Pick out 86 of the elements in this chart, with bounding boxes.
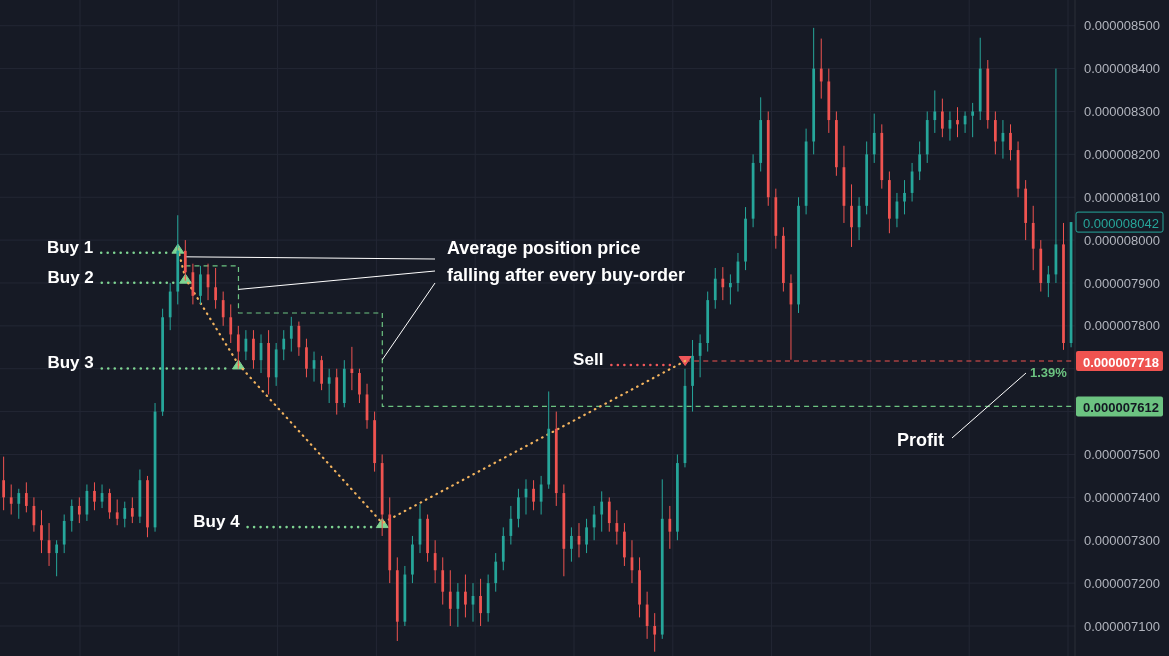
candlestick (9, 484, 13, 516)
candlestick (77, 496, 81, 524)
candlestick (668, 505, 672, 550)
candlestick (221, 291, 225, 327)
candlestick (1046, 265, 1050, 298)
point (678, 356, 692, 367)
candlestick (903, 179, 906, 215)
legend-label: Buy 1 (46, 237, 94, 257)
candlestick (956, 106, 959, 138)
candlestick (115, 499, 119, 526)
candlestick (940, 98, 944, 138)
candlestick (600, 490, 604, 533)
candlestick (108, 488, 111, 520)
legend-label: Sell (573, 349, 604, 369)
candlestick (592, 505, 596, 541)
candlestick (93, 481, 96, 511)
y-tick-label: 0.000008100 (1084, 189, 1160, 205)
candlestick (433, 539, 437, 584)
candlestick (236, 325, 240, 370)
text: 0.000008042 (1083, 215, 1159, 231)
candlestick (494, 552, 498, 593)
text: Buy 4 (193, 511, 241, 531)
annotation: 1.39% (1030, 365, 1067, 381)
candlestick (2, 456, 6, 511)
y-tick-label: 0.000007100 (1084, 618, 1160, 634)
candlestick (327, 368, 331, 404)
candlestick (539, 475, 543, 516)
candlestick (40, 509, 43, 554)
candlestick (441, 556, 445, 606)
y-tick-label: 0.000008200 (1084, 146, 1160, 162)
candlestick (24, 481, 28, 513)
candlestick (509, 505, 513, 546)
candlestick (872, 113, 876, 164)
candlestick (713, 267, 717, 310)
candlestick (464, 574, 467, 618)
annotation: Average position price falling after every buy-order (447, 237, 687, 287)
annotation: Profit (897, 429, 944, 451)
candlestick (448, 569, 452, 627)
y-tick-label: 0.000007200 (1084, 575, 1160, 591)
candlestick (456, 582, 460, 628)
candlestick (850, 183, 853, 248)
candlestick (607, 496, 611, 533)
candlestick (819, 38, 823, 100)
candlestick (585, 518, 588, 554)
y-tick-label: 0.000008500 (1084, 18, 1160, 34)
candlestick (55, 539, 58, 577)
candlestick (1009, 123, 1012, 161)
candlestick (918, 140, 922, 181)
y-tick-label: 0.000007500 (1084, 447, 1160, 463)
candlestick (199, 265, 202, 305)
candlestick (320, 355, 323, 391)
data-label: 0.000007612 (1083, 399, 1159, 415)
candlestick (479, 578, 482, 627)
candlestick (532, 479, 535, 511)
candlestick (305, 338, 308, 378)
candlestick (62, 514, 66, 554)
y-tick-label: 0.000008400 (1084, 61, 1160, 77)
text: Buy 3 (47, 352, 94, 372)
candlestick (615, 509, 619, 546)
candlestick (653, 612, 657, 653)
y-tick-label: 0.000007900 (1084, 275, 1160, 291)
candlestick (721, 266, 725, 301)
candlestick (229, 303, 233, 344)
candlestick (252, 329, 255, 370)
candlestick (729, 273, 732, 305)
candlestick (17, 488, 21, 520)
y-tick-label: 0.000007400 (1084, 489, 1160, 505)
candlestick (971, 102, 975, 138)
y-tick-label: 0.000007800 (1084, 318, 1160, 334)
candlestick (517, 488, 520, 528)
candlestick (123, 501, 127, 528)
candlestick (993, 110, 997, 155)
data-label: 0.000007718 (1083, 354, 1159, 370)
candlestick (282, 329, 286, 361)
y-tick-label: 0.000008300 (1084, 104, 1160, 120)
candlestick (70, 499, 74, 533)
y-tick-label: 0.000008000 (1084, 232, 1160, 248)
candlestick (130, 496, 134, 524)
candlestick (214, 267, 217, 310)
candlestick (570, 526, 573, 563)
y-tick-label: 0.000007300 (1084, 532, 1160, 548)
legend-label: Buy 2 (47, 267, 94, 287)
candlestick (183, 239, 187, 282)
candlestick (933, 89, 937, 134)
candlestick (289, 316, 293, 353)
candlestick (358, 368, 361, 404)
